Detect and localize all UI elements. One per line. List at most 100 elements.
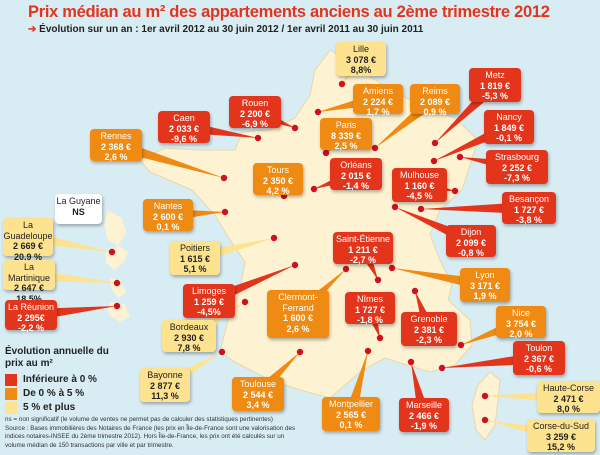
city-dot-saint-etienne[interactable] xyxy=(374,276,382,284)
city-price: 3 754 € xyxy=(505,318,537,329)
city-dot-la-guadeloupe[interactable] xyxy=(108,248,116,256)
city-dot-corse-du-sud[interactable] xyxy=(481,416,489,424)
city-label-nantes[interactable]: Nantes 2 600 €0,1 % xyxy=(143,199,193,232)
city-label-caen[interactable]: Caen 2 033 € -9,6 % xyxy=(158,111,210,144)
city-label-la-guyane[interactable]: La Guyane NS xyxy=(55,194,102,224)
city-dot-limoges[interactable] xyxy=(291,261,299,269)
city-dot-reims[interactable] xyxy=(371,144,379,152)
city-label-metz[interactable]: Metz 1 819 € -5,3 % xyxy=(469,68,521,102)
city-dot-mulhouse[interactable] xyxy=(451,187,459,195)
city-label-bordeaux[interactable]: Bordeaux 2 930 €7,8 % xyxy=(162,320,216,353)
city-label-paris[interactable]: Paris 8 339 €2,5 % xyxy=(320,118,372,151)
city-name: Lyon xyxy=(475,270,495,280)
city-dot-haute-corse[interactable] xyxy=(481,392,489,400)
city-label-amiens[interactable]: Amiens 2 224 €1,7 % xyxy=(353,84,403,117)
city-dot-amiens[interactable] xyxy=(314,108,322,116)
legend-label: Inférieure à 0 % xyxy=(23,374,97,385)
city-name: La Martinique xyxy=(7,262,51,283)
city-label-rouen[interactable]: Rouen 2 200 € -6,9 % xyxy=(229,96,281,129)
city-label-poitiers[interactable]: Poitiers 1 615 €5,1 % xyxy=(170,241,220,275)
guyane-shape xyxy=(104,210,126,246)
city-label-clermont-ferrand[interactable]: Clermont-Ferrand 1 600 €2,6 % xyxy=(267,290,329,338)
city-label-besancon[interactable]: Besançon 1 727 € -3,8 % xyxy=(502,192,556,225)
city-price: 2 089 € xyxy=(419,96,451,107)
city-dot-nimes[interactable] xyxy=(376,334,384,342)
city-dot-toulon[interactable] xyxy=(438,364,446,372)
city-label-toulon[interactable]: Toulon 2 367 € -0,6 % xyxy=(513,341,565,375)
city-dot-marseille[interactable] xyxy=(407,358,415,366)
city-change: 7,8 % xyxy=(177,343,201,353)
city-dot-besancon[interactable] xyxy=(417,205,425,213)
city-label-saint-etienne[interactable]: Saint-Étienne 1 211 € -2,7 % xyxy=(333,232,393,265)
city-change: 4,2 % xyxy=(266,186,290,196)
city-label-tours[interactable]: Tours 2 350 €4,2 % xyxy=(253,163,303,196)
city-dot-caen[interactable] xyxy=(254,134,262,142)
city-dot-strasbourg[interactable] xyxy=(456,153,464,161)
city-change: -7,3 % xyxy=(503,173,530,183)
city-dot-bayonne[interactable] xyxy=(218,348,226,356)
city-change: -2,7 % xyxy=(349,255,376,265)
city-label-la-martinique[interactable]: La Martinique 2 647 €18,5% xyxy=(3,260,55,304)
city-price: 2 200 € xyxy=(239,108,271,119)
city-label-dijon[interactable]: Dijon 2 099 € -0,8 % xyxy=(446,225,496,258)
city-dot-lille[interactable] xyxy=(338,80,346,88)
city-dot-metz[interactable] xyxy=(431,139,439,147)
city-label-montpellier[interactable]: Montpellier 2 565 €0,1 % xyxy=(322,397,380,431)
city-dot-rouen[interactable] xyxy=(291,124,299,132)
city-dot-poitiers[interactable] xyxy=(270,234,278,242)
city-change: -1,8 % xyxy=(356,315,383,325)
city-label-toulouse[interactable]: Toulouse 2 544 €3,4 % xyxy=(232,377,284,411)
city-label-lyon[interactable]: Lyon 3 171 €1,9 % xyxy=(460,268,510,302)
city-dot-dijon[interactable] xyxy=(391,203,399,211)
city-dot-la-martinique[interactable] xyxy=(113,279,121,287)
city-name: Nîmes xyxy=(356,294,383,304)
city-label-nimes[interactable]: Nîmes 1 727 € -1,8 % xyxy=(345,292,395,325)
corsica xyxy=(471,371,501,441)
city-dot-clermont-ferrand[interactable] xyxy=(342,265,350,273)
city-change: -0,6 % xyxy=(525,364,552,374)
city-price: 1 259 € xyxy=(193,296,225,307)
city-label-nancy[interactable]: Nancy 1 849 € -0,1 % xyxy=(484,110,534,144)
city-change: 11,3 % xyxy=(151,391,179,401)
city-label-haute-corse[interactable]: Haute-Corse 2 471 €8,0 % xyxy=(537,381,600,414)
city-label-limoges[interactable]: Limoges 1 259 € -4,5% xyxy=(183,284,235,318)
city-label-nice[interactable]: Nice 3 754 €2,0 % xyxy=(496,306,546,339)
city-price: 2 099 € xyxy=(455,237,487,248)
city-label-orleans[interactable]: Orléans 2 015 € -1,4 % xyxy=(330,158,382,191)
legend-swatch-red xyxy=(5,373,17,386)
city-dot-la-reunion[interactable] xyxy=(113,302,121,310)
city-dot-rennes[interactable] xyxy=(220,174,228,182)
legend-item-orange: De 0 % à 5 % xyxy=(5,387,115,400)
city-name: Paris xyxy=(335,120,357,130)
footnote: ns = non significatif (le volume de vent… xyxy=(5,416,305,450)
city-change: 0,1 % xyxy=(156,222,180,232)
city-dot-toulouse[interactable] xyxy=(296,348,304,356)
city-dot-nice[interactable] xyxy=(457,341,465,349)
city-label-mulhouse[interactable]: Mulhouse 1 160 € -4,5 % xyxy=(392,168,447,202)
city-name: Dijon xyxy=(460,227,482,237)
city-price: 2 295€ xyxy=(17,312,45,323)
city-dot-nantes[interactable] xyxy=(221,208,229,216)
city-change: -3,8 % xyxy=(515,215,542,225)
city-dot-montpellier[interactable] xyxy=(364,347,372,355)
city-change: 5,1 % xyxy=(183,264,207,274)
city-dot-grenoble[interactable] xyxy=(411,287,419,295)
city-label-marseille[interactable]: Marseille 2 466 € -1,9 % xyxy=(399,398,449,432)
city-label-corse-du-sud[interactable]: Corse-du-Sud 3 259 €15,2 % xyxy=(527,419,595,452)
city-dot-orleans[interactable] xyxy=(310,185,318,193)
city-dot-lyon[interactable] xyxy=(388,264,396,272)
city-label-la-reunion[interactable]: La Réunion 2 295€ -2,2 % xyxy=(5,300,57,333)
city-label-grenoble[interactable]: Grenoble 2 381 € -2,3 % xyxy=(401,312,457,346)
city-label-reims[interactable]: Reims 2 089 €0,9 % xyxy=(410,84,460,117)
city-price: 2 033 € xyxy=(168,123,200,134)
city-name: Tours xyxy=(266,165,289,175)
city-label-la-guadeloupe[interactable]: La Guadeloupe 2 669 €20,9 % xyxy=(3,218,53,262)
city-dot-paris[interactable] xyxy=(322,149,330,157)
city-dot-bordeaux[interactable] xyxy=(241,298,249,306)
city-price: 2 544 € xyxy=(242,389,274,400)
city-label-lille[interactable]: Lille 3 078 €8,8% xyxy=(336,42,386,76)
city-label-bayonne[interactable]: Bayonne 2 877 €11,3 % xyxy=(140,368,190,402)
city-dot-nancy[interactable] xyxy=(430,157,438,165)
city-label-rennes[interactable]: Rennes 2 368 €2,6 % xyxy=(90,129,142,162)
city-label-strasbourg[interactable]: Strasbourg 2 252 € -7,3 % xyxy=(486,150,548,184)
